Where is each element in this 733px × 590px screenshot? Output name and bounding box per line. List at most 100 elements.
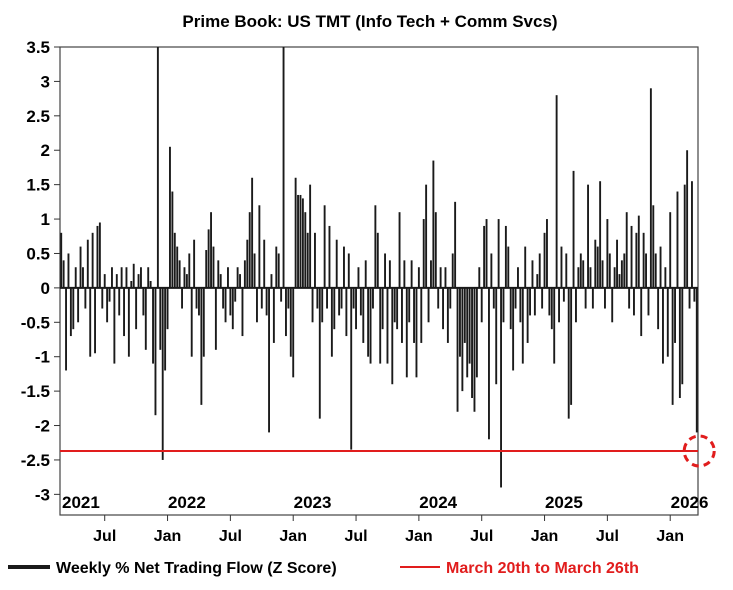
bar [577,267,580,288]
x-month-label: Jul [93,528,116,545]
bar [613,267,616,288]
bar [190,287,193,357]
bar [422,219,425,288]
bar [649,88,652,288]
bar [125,267,128,288]
bar [478,267,481,288]
x-year-label: 2022 [168,493,206,512]
legend-series-label: Weekly % Net Trading Flow (Z Score) [56,560,337,577]
bar [316,287,319,309]
y-tick-label: 3.5 [26,38,50,57]
bar [362,287,365,343]
bar [405,287,408,378]
bar [611,287,614,323]
bar [388,260,391,288]
bar [502,287,505,323]
bar [497,219,500,288]
bar [224,287,227,323]
bar [171,191,174,288]
bar [468,287,471,364]
bar [79,246,82,288]
bar [91,232,94,288]
x-month-label: Jan [656,528,684,545]
bar [635,232,638,288]
bar [521,287,524,364]
bar [243,260,246,288]
bar [350,287,353,450]
bar [120,267,123,288]
bar [241,287,244,337]
y-tick-label: 0.5 [26,244,50,263]
bar [355,287,357,330]
bar [265,287,268,316]
bar [340,287,343,309]
bar [299,194,302,288]
bar [589,267,592,288]
bar [517,267,519,288]
bar [437,287,440,309]
x-year-label: 2023 [294,493,332,512]
bar [512,287,515,371]
y-tick-label: -2.5 [21,451,50,470]
y-tick-label: 3 [41,72,50,91]
bar [82,267,84,288]
bar [193,239,196,288]
bar [234,287,237,302]
bar [538,253,541,288]
bar [335,239,338,288]
bar [77,287,80,323]
bar [427,287,430,323]
bar [391,287,394,385]
bar [289,287,292,357]
y-tick-label: -2 [35,417,50,436]
bar [164,287,167,371]
bar [214,287,217,350]
bar [222,287,225,309]
bar [263,239,266,288]
bar [111,267,113,288]
x-axis: 2021 2022 2023 2024 2025 2026 Jul Jan Jul Jan Jul J… [62,493,708,545]
bar [599,181,602,288]
bar [156,47,159,288]
bar [282,47,285,288]
bar [140,267,142,288]
x-month-label: Jan [531,528,559,545]
bar [536,274,539,288]
bar [582,260,585,288]
bar [495,287,498,385]
bar [314,232,316,288]
bar [89,287,92,357]
bar [323,205,326,288]
bar [379,287,382,364]
bar [132,263,135,288]
bar [674,287,676,343]
bar [625,212,628,288]
bar [142,287,145,316]
bar [678,287,681,398]
bar [338,287,341,316]
bar [410,260,413,288]
bar [587,184,589,288]
bar [579,253,582,288]
bar [181,287,183,309]
bar [166,287,169,330]
bar [195,287,198,309]
bar [309,184,312,288]
x-month-label: Jan [279,528,307,545]
bar [374,205,377,288]
bar [459,287,461,357]
bar [596,246,599,288]
x-year-label: 2025 [545,493,583,512]
bar [572,170,575,288]
bar [451,253,454,288]
bar [601,260,604,288]
bar [176,246,179,288]
bar [74,267,77,288]
bar [135,287,138,330]
bar [461,287,464,392]
y-tick-label: 2 [41,141,50,160]
bar [384,253,386,288]
bar [662,287,664,364]
bar [543,232,546,288]
